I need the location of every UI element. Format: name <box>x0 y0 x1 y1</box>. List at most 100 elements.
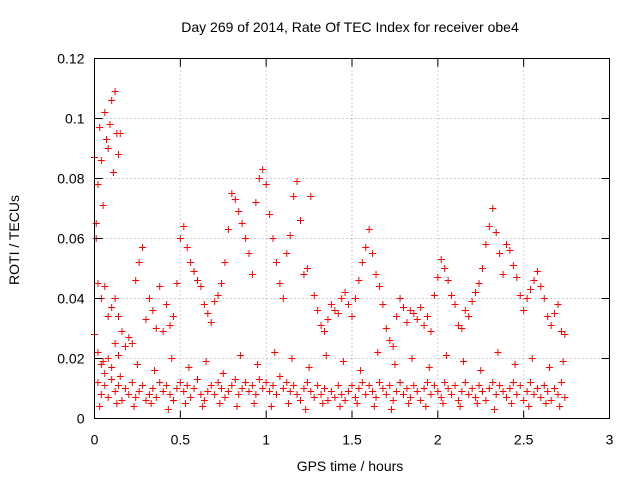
data-point <box>533 268 541 275</box>
data-point <box>300 385 308 392</box>
data-point <box>207 319 215 326</box>
y-tick-label: 0.02 <box>57 351 84 367</box>
data-point <box>542 400 550 407</box>
data-point <box>266 388 274 395</box>
data-point <box>181 400 189 407</box>
data-point <box>236 352 244 359</box>
data-point <box>372 271 380 278</box>
data-point <box>108 364 116 371</box>
data-point <box>97 391 105 398</box>
data-point <box>528 355 536 362</box>
y-tick-label: 0.12 <box>57 51 84 67</box>
data-point <box>168 355 176 362</box>
data-point <box>496 382 504 389</box>
data-point <box>115 352 123 359</box>
data-point <box>235 391 243 398</box>
data-point <box>176 235 184 242</box>
data-point <box>108 376 116 383</box>
data-point <box>468 298 476 305</box>
data-point <box>379 301 387 308</box>
data-point <box>269 382 277 389</box>
data-point <box>417 304 425 311</box>
data-point <box>116 373 124 380</box>
data-point <box>139 244 147 251</box>
data-point <box>513 274 521 281</box>
data-point <box>434 274 442 281</box>
data-point <box>94 280 102 287</box>
x-tick-label: 0.5 <box>171 432 191 448</box>
data-point <box>255 175 263 182</box>
data-point <box>255 376 263 383</box>
data-point <box>231 376 239 383</box>
data-point <box>173 385 181 392</box>
data-point <box>130 403 138 410</box>
x-tick-label: 2.5 <box>514 432 534 448</box>
data-point <box>194 376 201 383</box>
data-point <box>454 322 462 329</box>
data-point <box>321 328 329 335</box>
data-point <box>448 391 456 398</box>
data-point <box>374 349 382 356</box>
data-point <box>235 208 243 215</box>
data-point <box>113 400 121 407</box>
data-point <box>190 268 198 275</box>
data-point <box>283 250 291 257</box>
data-point <box>472 289 480 296</box>
data-point <box>422 403 430 410</box>
data-point <box>121 385 129 392</box>
data-point <box>544 388 552 395</box>
data-point <box>115 382 123 389</box>
data-point <box>276 373 284 380</box>
data-point <box>525 403 533 410</box>
data-point <box>211 391 219 398</box>
data-point <box>489 379 497 386</box>
data-point <box>408 355 416 362</box>
data-point <box>242 235 250 242</box>
data-point <box>176 379 184 386</box>
data-point <box>523 388 531 395</box>
axis-ticks <box>94 58 610 419</box>
data-point <box>482 241 490 248</box>
data-point <box>111 88 119 95</box>
data-point <box>557 379 565 386</box>
data-point <box>386 337 394 344</box>
data-point <box>218 385 226 392</box>
data-point <box>245 250 253 257</box>
data-point <box>147 400 155 407</box>
data-point <box>461 379 469 386</box>
data-point <box>262 379 270 386</box>
data-point <box>197 391 205 398</box>
data-point <box>94 181 102 188</box>
data-point <box>477 367 485 374</box>
data-point <box>238 385 246 392</box>
data-point <box>307 193 315 200</box>
data-point <box>533 385 541 392</box>
data-point <box>317 391 325 398</box>
data-point <box>554 301 562 308</box>
data-point <box>94 349 102 356</box>
data-point <box>125 334 133 341</box>
y-axis-title: ROTI / TECUs <box>6 195 22 285</box>
data-point <box>437 256 445 263</box>
data-point <box>362 391 370 398</box>
data-point <box>348 382 356 389</box>
data-point <box>554 391 562 398</box>
data-point <box>508 400 516 407</box>
x-tick-label: 1 <box>262 432 270 448</box>
data-point <box>111 388 119 395</box>
data-point <box>111 340 119 347</box>
data-point <box>108 97 116 104</box>
data-point <box>245 388 253 395</box>
data-point <box>523 295 531 302</box>
data-point <box>396 295 404 302</box>
data-point <box>200 301 208 308</box>
data-point <box>169 313 177 320</box>
data-point <box>218 280 226 287</box>
data-point <box>250 400 258 407</box>
data-point <box>458 325 466 332</box>
data-point <box>290 382 298 389</box>
data-point <box>185 364 193 371</box>
data-point <box>164 406 172 413</box>
data-point <box>556 403 564 410</box>
data-point <box>115 151 123 158</box>
